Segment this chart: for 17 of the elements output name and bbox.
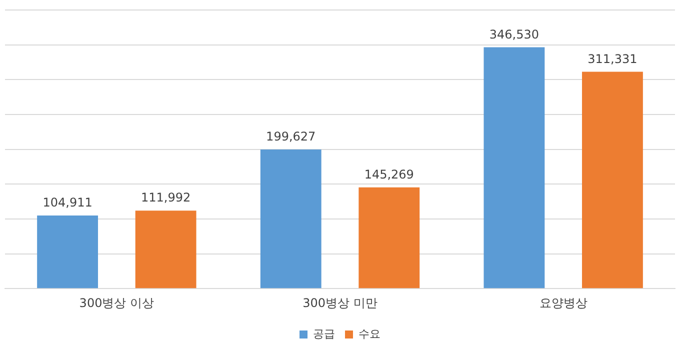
bar xyxy=(582,72,643,288)
x-tick-label: 300병상 미만 xyxy=(302,296,378,310)
legend-label: 공급 xyxy=(313,327,335,340)
bar xyxy=(484,47,545,288)
bar xyxy=(358,187,420,288)
data-label: 145,269 xyxy=(364,168,414,182)
x-tick-label: 요양병상 xyxy=(539,296,588,310)
data-label: 311,331 xyxy=(588,52,638,66)
data-label: 346,530 xyxy=(489,27,540,42)
data-label: 111,992 xyxy=(140,190,191,205)
bar xyxy=(260,150,322,288)
x-tick-label: 300병상 이상 xyxy=(79,296,154,310)
data-label: 104,911 xyxy=(42,196,92,210)
data-label: 199,627 xyxy=(266,130,316,144)
bar xyxy=(37,216,98,288)
bar xyxy=(135,210,196,288)
legend-label: 수요 xyxy=(358,327,380,340)
